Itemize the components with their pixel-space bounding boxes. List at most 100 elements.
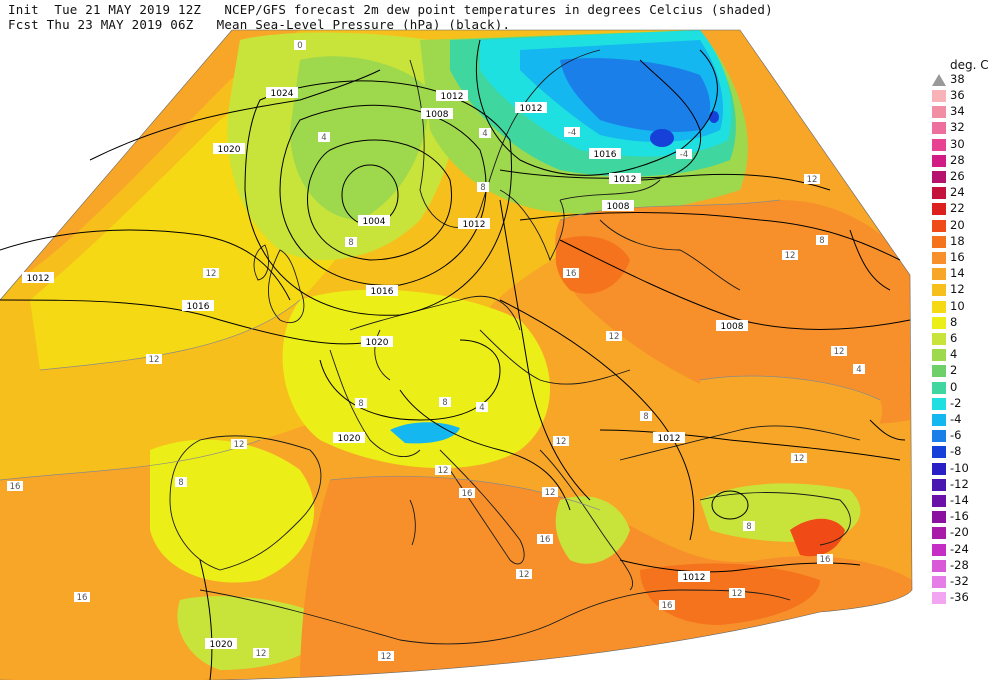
isobar-label: 1024 <box>271 89 294 99</box>
legend-entry: 12 <box>928 282 1000 298</box>
legend-swatch <box>932 511 946 524</box>
dewpoint-label: 12 <box>234 440 245 450</box>
dewpoint-label: 4 <box>479 403 484 413</box>
color-legend: 38 36 34 32 30 28 26 24 22 20 18 16 14 12 10 8 6 4 2 0 -2 -4… <box>928 56 1000 616</box>
dewpoint-label: 16 <box>540 535 551 545</box>
legend-label: 12 <box>950 282 965 297</box>
legend-entry: 0 <box>928 380 1000 396</box>
legend-entry: 34 <box>928 104 1000 120</box>
dewpoint-label: 16 <box>820 555 831 565</box>
isobar-label: 1012 <box>463 220 486 230</box>
dewpoint-label: 12 <box>794 454 805 464</box>
legend-swatch <box>932 284 946 297</box>
dewpoint-labels: 0 4 4 -4 -4 8 8 12 12 12 12 16 16 12 8 1… <box>7 40 865 662</box>
legend-entry: 20 <box>928 218 1000 234</box>
header-line-2: Fcst Thu 23 MAY 2019 06Z Mean Sea-Level … <box>8 17 511 32</box>
legend-label: -10 <box>950 460 969 475</box>
legend-arrow-label: 38 <box>950 72 965 86</box>
legend-swatch <box>932 430 946 443</box>
legend-label: 32 <box>950 120 965 135</box>
isobar-label: 1012 <box>27 274 50 284</box>
dewpoint-label: 4 <box>482 129 487 139</box>
legend-swatch <box>932 462 946 475</box>
legend-label: 26 <box>950 169 965 183</box>
legend-swatch <box>932 397 946 410</box>
legend-swatch <box>932 252 946 264</box>
legend-entry: 24 <box>928 185 1000 201</box>
legend-swatch <box>932 122 946 135</box>
legend-label: 0 <box>950 379 958 394</box>
legend-swatch <box>932 154 946 167</box>
legend-arrow-icon <box>932 74 946 86</box>
legend-entry: 18 <box>928 234 1000 250</box>
isobar-label: 1012 <box>441 92 464 102</box>
legend-entry: 22 <box>928 201 1000 217</box>
isobar-label: 1016 <box>371 287 394 297</box>
legend-swatch <box>932 203 946 216</box>
legend-swatch <box>932 381 946 394</box>
dewpoint-label: 8 <box>819 236 824 246</box>
legend-swatch <box>932 316 946 329</box>
isobars <box>0 39 911 680</box>
legend-entry: 26 <box>928 169 1000 185</box>
isobar-label: 1016 <box>594 150 617 160</box>
legend-entry: -12 <box>928 477 1000 493</box>
legend-swatch <box>932 495 946 507</box>
legend-label: 22 <box>950 201 965 216</box>
dewpoint-label: 8 <box>442 398 447 408</box>
dewpoint-label: 4 <box>856 365 861 375</box>
legend-swatch <box>932 543 946 556</box>
header-line-1: Init Tue 21 MAY 2019 12Z NCEP/GFS foreca… <box>8 2 773 17</box>
legend-label: 6 <box>950 331 958 345</box>
legend-swatch <box>932 219 946 232</box>
dewpoint-label: 16 <box>77 593 88 603</box>
legend-entry: -8 <box>928 444 1000 460</box>
legend-entry: 28 <box>928 153 1000 169</box>
legend-label: 24 <box>950 185 965 200</box>
legend-label: -28 <box>950 557 969 572</box>
legend-swatch <box>932 138 946 151</box>
dewpoint-label: 12 <box>206 269 217 279</box>
isobar-label: 1008 <box>426 110 449 120</box>
isobar-label: 1016 <box>187 302 210 312</box>
legend-entry: 14 <box>928 266 1000 282</box>
legend-entry: 8 <box>928 315 1000 331</box>
dewpoint-label: -4 <box>568 128 576 138</box>
legend-entry: -20 <box>928 525 1000 541</box>
legend-entry: -24 <box>928 542 1000 558</box>
legend-label: 8 <box>950 314 958 329</box>
legend-swatch <box>932 576 946 588</box>
legend-swatch <box>932 187 946 200</box>
dewpoint-label: 16 <box>462 489 473 499</box>
legend-entry: -4 <box>928 412 1000 428</box>
legend-entry: -36 <box>928 590 1000 606</box>
dewpoint-label: -4 <box>680 150 688 160</box>
legend-entry: -16 <box>928 509 1000 525</box>
dewpoint-label: 16 <box>662 601 673 611</box>
legend-label: 2 <box>950 363 958 378</box>
legend-swatch <box>932 235 946 248</box>
legend-label: -16 <box>950 509 969 524</box>
legend-swatch <box>932 478 946 491</box>
legend-swatch <box>932 106 946 119</box>
dewpoint-label: 12 <box>545 488 556 498</box>
legend-entry: 10 <box>928 299 1000 315</box>
legend-entry: 32 <box>928 120 1000 136</box>
legend-swatch <box>932 365 946 378</box>
legend-label: -2 <box>950 395 962 410</box>
legend-label: 30 <box>950 136 965 151</box>
legend-entry: -32 <box>928 574 1000 590</box>
dewpoint-contours <box>0 199 881 511</box>
dewpoint-label: 8 <box>480 183 485 193</box>
legend-swatch <box>932 90 946 102</box>
legend-label: -36 <box>950 590 969 605</box>
dewpoint-label: 12 <box>149 355 160 365</box>
dewpoint-label: 12 <box>807 175 818 185</box>
legend-entry: 30 <box>928 137 1000 153</box>
legend-entry: 16 <box>928 250 1000 266</box>
legend-entry: -2 <box>928 396 1000 412</box>
legend-label: -8 <box>950 444 962 459</box>
isobar-label: 1020 <box>366 338 389 348</box>
